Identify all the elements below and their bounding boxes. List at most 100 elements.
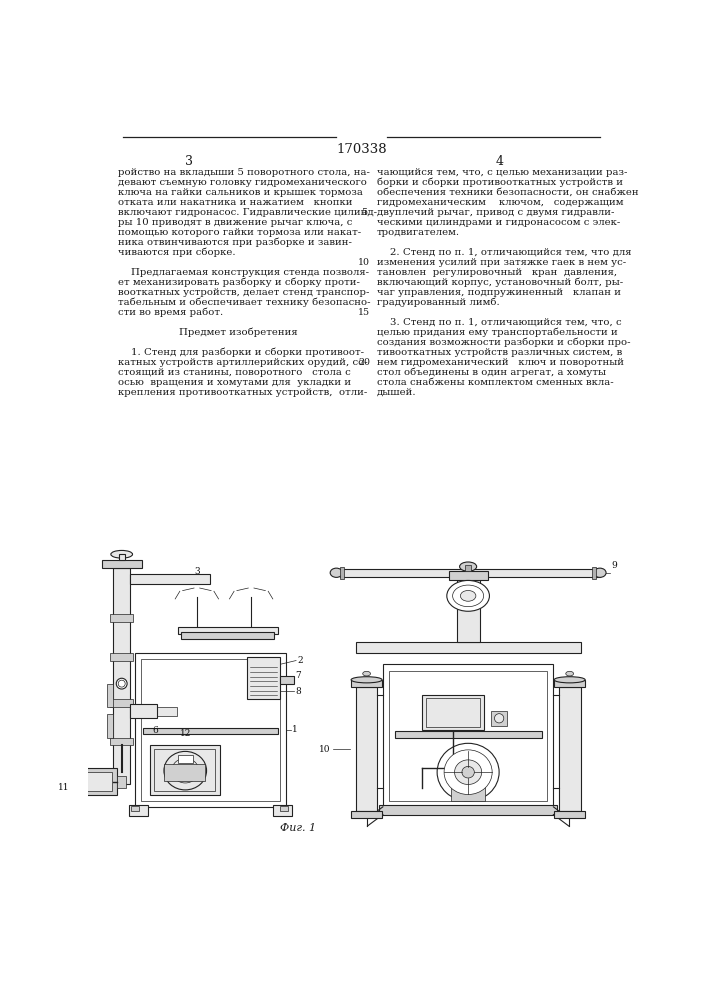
Ellipse shape <box>111 550 132 558</box>
Ellipse shape <box>247 631 256 635</box>
Ellipse shape <box>351 677 382 683</box>
Text: включают гидронасос. Гидравлические цилинд-: включают гидронасос. Гидравлические цили… <box>118 208 377 217</box>
Bar <box>119 554 125 560</box>
Ellipse shape <box>444 750 492 795</box>
Text: 11: 11 <box>57 783 69 792</box>
Text: обеспечения техники безопасности, он снабжен: обеспечения техники безопасности, он сна… <box>377 188 638 197</box>
Bar <box>426 698 480 727</box>
Bar <box>379 805 557 815</box>
Bar <box>592 567 596 579</box>
Bar <box>351 680 382 687</box>
Bar <box>164 764 204 781</box>
Text: создания возможности разборки и сборки про-: создания возможности разборки и сборки п… <box>377 338 630 347</box>
Text: тановлен  регулировочный   кран  давления,: тановлен регулировочный кран давления, <box>377 268 617 277</box>
Bar <box>465 565 472 571</box>
Text: борки и сборки противооткатных устройств и: борки и сборки противооткатных устройств… <box>377 178 623 187</box>
Ellipse shape <box>116 678 127 689</box>
Bar <box>247 627 255 634</box>
Bar <box>154 749 215 791</box>
Bar <box>280 676 293 684</box>
Bar <box>130 704 158 718</box>
Text: 1: 1 <box>292 725 298 734</box>
Bar <box>340 567 344 579</box>
Bar <box>107 714 113 738</box>
Bar <box>451 787 485 801</box>
Text: 4: 4 <box>495 155 503 168</box>
Text: девают съемную головку гидромеханического: девают съемную головку гидромеханическог… <box>118 178 367 187</box>
Ellipse shape <box>455 760 481 785</box>
Ellipse shape <box>566 671 573 676</box>
Text: гидромеханическим    ключом,   содержащим: гидромеханическим ключом, содержащим <box>377 198 623 207</box>
Bar <box>383 664 554 807</box>
Bar <box>107 684 113 707</box>
Text: Предлагаемая конструкция стенда позволя-: Предлагаемая конструкция стенда позволя- <box>118 268 369 277</box>
Text: дышей.: дышей. <box>377 388 416 397</box>
Text: ройство на вкладыши 5 поворотного стола, на-: ройство на вкладыши 5 поворотного стола,… <box>118 168 370 177</box>
Text: ключа на гайки сальников и крышек тормоза: ключа на гайки сальников и крышек тормоз… <box>118 188 363 197</box>
Text: целью придания ему транспортабельности и: целью придания ему транспортабельности и <box>377 328 617 337</box>
Bar <box>102 560 142 568</box>
Text: чающийся тем, что, с целью механизации раз-: чающийся тем, что, с целью механизации р… <box>377 168 627 177</box>
Bar <box>110 738 134 745</box>
Text: чаг управления, подпружиненный   клапан и: чаг управления, подпружиненный клапан и <box>377 288 621 297</box>
Text: 170338: 170338 <box>337 143 387 156</box>
Text: 3: 3 <box>185 155 193 168</box>
Bar <box>351 811 382 818</box>
Text: 3. Стенд по п. 1, отличающийся тем, что, с: 3. Стенд по п. 1, отличающийся тем, что,… <box>377 318 621 327</box>
Text: 8: 8 <box>296 687 301 696</box>
Text: нем гидромеханический   ключ и поворотный: нем гидромеханический ключ и поворотный <box>377 358 624 367</box>
Text: 10: 10 <box>320 745 331 754</box>
Text: чиваются при сборке.: чиваются при сборке. <box>118 248 235 257</box>
Text: тродвигателем.: тродвигателем. <box>377 228 460 237</box>
Text: градуированный лимб.: градуированный лимб. <box>377 298 499 307</box>
Text: 15: 15 <box>358 308 370 317</box>
Text: 2: 2 <box>298 656 303 665</box>
Bar <box>135 653 286 807</box>
Ellipse shape <box>437 743 499 801</box>
Text: отката или накатника и нажатием   кнопки: отката или накатника и нажатием кнопки <box>118 198 352 207</box>
Text: тивооткатных устройств различных систем, в: тивооткатных устройств различных систем,… <box>377 348 622 357</box>
Text: Фиг. 1: Фиг. 1 <box>279 823 316 833</box>
Bar <box>182 632 274 639</box>
Bar <box>131 806 139 811</box>
Text: сти во время работ.: сти во время работ. <box>118 308 223 317</box>
Text: стол объединены в один агрегат, а хомуты: стол объединены в один агрегат, а хомуты <box>377 368 606 377</box>
Ellipse shape <box>594 568 606 577</box>
Bar <box>356 642 580 653</box>
Bar <box>554 680 585 687</box>
Ellipse shape <box>494 714 504 723</box>
Text: ческими цилиндрами и гидронасосом с элек-: ческими цилиндрами и гидронасосом с элек… <box>377 218 620 227</box>
Text: крепления противооткатных устройств,  отли-: крепления противооткатных устройств, отл… <box>118 388 367 397</box>
Bar <box>457 580 480 642</box>
Text: табельным и обеспечивает технику безопасно-: табельным и обеспечивает технику безопас… <box>118 298 370 307</box>
Text: 3: 3 <box>194 567 199 576</box>
Bar <box>117 776 127 788</box>
Bar <box>193 627 201 634</box>
Text: 9: 9 <box>612 561 617 570</box>
Text: Предмет изобретения: Предмет изобретения <box>179 328 297 337</box>
Ellipse shape <box>462 766 474 778</box>
Ellipse shape <box>118 680 125 687</box>
Bar <box>151 745 220 795</box>
Ellipse shape <box>330 568 343 577</box>
Bar <box>110 653 134 661</box>
Bar <box>356 687 378 811</box>
Bar <box>177 627 279 634</box>
Bar <box>177 755 193 763</box>
Bar <box>449 571 488 580</box>
Text: 7: 7 <box>296 671 301 680</box>
Text: изменения усилий при затяжке гаек в нем ус-: изменения усилий при затяжке гаек в нем … <box>377 258 626 267</box>
Bar <box>141 659 280 801</box>
Bar <box>143 728 279 734</box>
Bar <box>421 695 484 730</box>
Bar <box>280 806 288 811</box>
Text: ет механизировать разборку и сборку проти-: ет механизировать разборку и сборку прот… <box>118 278 360 287</box>
Text: стоящий из станины, поворотного   стола с: стоящий из станины, поворотного стола с <box>118 368 351 377</box>
Bar <box>78 768 117 795</box>
Text: 10: 10 <box>358 258 370 267</box>
Bar <box>389 671 547 801</box>
Bar <box>113 568 130 784</box>
Bar <box>491 711 507 726</box>
Bar <box>130 574 210 584</box>
Ellipse shape <box>452 585 484 607</box>
